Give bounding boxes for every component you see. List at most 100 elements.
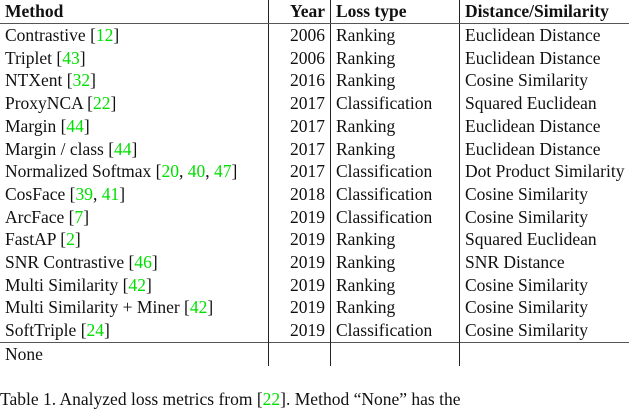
method-name: Contrastive — [5, 25, 86, 45]
table-row: SNR Contrastive [46] 2019 Ranking SNR Di… — [0, 251, 630, 274]
citation-link[interactable]: 42 — [189, 297, 208, 318]
method-cell: Contrastive [12] — [5, 25, 120, 45]
loss-type-cell: Classification — [330, 205, 460, 229]
year-cell: 2006 — [268, 46, 331, 70]
method-name: ArcFace — [5, 206, 65, 227]
year-cell — [268, 341, 331, 366]
method-cell: FastAP [2] — [5, 229, 81, 250]
year-cell: 2019 — [268, 273, 331, 297]
loss-type-cell: Ranking — [330, 69, 460, 93]
distance-cell: Cosine Similarity — [459, 319, 630, 343]
year-cell: 2019 — [268, 205, 331, 229]
citation-link[interactable]: 42 — [128, 274, 146, 295]
method-cell: ProxyNCA [22] — [5, 93, 117, 114]
method-name: Margin / class — [5, 138, 104, 159]
table-row: SoftTriple [24] 2019 Classification Cosi… — [0, 319, 630, 343]
loss-type-cell — [330, 341, 460, 366]
method-cell: Normalized Softmax [20, 40, 47] — [5, 161, 238, 182]
citation-link[interactable]: 7 — [74, 206, 84, 227]
method-cell: Margin [44] — [5, 115, 90, 136]
caption-text: Table 1. Analyzed loss metrics from [ — [0, 389, 263, 409]
method-name: Multi Similarity + Miner — [5, 297, 180, 318]
distance-cell: Cosine Similarity — [459, 273, 630, 297]
loss-type-cell: Ranking — [330, 114, 460, 138]
citation-link[interactable]: 47 — [213, 161, 232, 182]
year-cell: 2018 — [268, 182, 331, 206]
citation-link[interactable]: 22 — [262, 389, 281, 409]
year-cell: 2019 — [268, 251, 331, 274]
table-row: ArcFace [7] 2019 Classification Cosine S… — [0, 205, 630, 229]
loss-type-cell: Classification — [330, 160, 460, 183]
citation-link[interactable]: 44 — [114, 138, 132, 159]
citation-link[interactable]: 40 — [187, 161, 206, 182]
method-name: Multi Similarity — [5, 274, 119, 295]
loss-type-cell: Ranking — [330, 23, 460, 47]
method-name: Margin — [5, 115, 57, 136]
loss-type-cell: Ranking — [330, 137, 460, 161]
citation-link[interactable]: 43 — [62, 47, 80, 68]
table-row-none: None — [0, 341, 630, 366]
header-loss-type: Loss type — [330, 0, 460, 24]
loss-type-cell: Ranking — [330, 251, 460, 274]
method-name: Normalized Softmax — [5, 161, 152, 182]
loss-type-cell: Ranking — [330, 296, 460, 320]
method-cell: SoftTriple [24] — [5, 320, 110, 341]
distance-cell: Cosine Similarity — [459, 205, 630, 229]
table-row: Margin [44] 2017 Ranking Euclidean Dista… — [0, 114, 630, 138]
distance-cell: Squared Euclidean — [459, 92, 630, 115]
year-cell: 2017 — [268, 160, 331, 183]
table-row: Triplet [43] 2006 Ranking Euclidean Dist… — [0, 46, 630, 70]
citation-link[interactable]: 39 — [75, 183, 93, 204]
citation-link[interactable]: 32 — [72, 70, 91, 91]
citation-link[interactable]: 12 — [95, 25, 114, 45]
citation-link[interactable]: 46 — [134, 252, 152, 273]
header-method: Method — [0, 0, 269, 24]
method-name: SNR Contrastive — [5, 252, 125, 273]
method-name: ProxyNCA — [5, 93, 83, 114]
distance-cell: Euclidean Distance — [459, 46, 630, 70]
distance-cell: Cosine Similarity — [459, 69, 630, 93]
table-row: FastAP [2] 2019 Ranking Squared Euclidea… — [0, 228, 630, 252]
method-cell: ArcFace [7] — [5, 206, 90, 227]
citation-link[interactable]: 44 — [66, 115, 84, 136]
method-name: Triplet — [5, 47, 53, 68]
method-cell: Triplet [43] — [5, 47, 86, 68]
year-cell: 2019 — [268, 228, 331, 252]
method-cell: Margin / class [44] — [5, 138, 138, 159]
year-cell: 2017 — [268, 137, 331, 161]
caption-text-end: ]. Method “None” has the — [280, 389, 461, 409]
citation-link[interactable]: 20 — [161, 161, 179, 182]
table-row: Contrastive [12] 2006 Ranking Euclidean … — [0, 23, 630, 47]
distance-cell: SNR Distance — [459, 251, 630, 274]
table-row: CosFace [39, 41] 2018 Classification Cos… — [0, 182, 630, 206]
loss-type-cell: Ranking — [330, 46, 460, 70]
method-cell: SNR Contrastive [46] — [5, 252, 158, 273]
citation-link[interactable]: 22 — [93, 93, 111, 114]
header-year: Year — [268, 0, 331, 24]
table-row: Margin / class [44] 2017 Ranking Euclide… — [0, 137, 630, 161]
table-row: NTXent [32] 2016 Ranking Cosine Similari… — [0, 69, 630, 93]
method-cell: CosFace [39, 41] — [5, 183, 126, 204]
loss-type-cell: Ranking — [330, 228, 460, 252]
distance-cell: Euclidean Distance — [459, 137, 630, 161]
year-cell: 2017 — [268, 92, 331, 115]
year-cell: 2019 — [268, 296, 331, 320]
header-row: Method Year Loss type Distance/Similarit… — [0, 0, 630, 24]
citation-link[interactable]: 24 — [86, 320, 105, 341]
loss-type-cell: Classification — [330, 319, 460, 343]
citation-link[interactable]: 2 — [66, 229, 75, 250]
distance-cell: Euclidean Distance — [459, 114, 630, 138]
citation-link[interactable]: 41 — [101, 183, 120, 204]
distance-cell: Euclidean Distance — [459, 23, 630, 47]
method-name: SoftTriple — [5, 320, 77, 341]
year-cell: 2019 — [268, 319, 331, 343]
year-cell: 2016 — [268, 69, 331, 93]
method-cell: None — [0, 341, 269, 366]
method-cell: Multi Similarity [42] — [5, 274, 152, 295]
header-distance: Distance/Similarity — [459, 0, 630, 24]
distance-cell: Cosine Similarity — [459, 182, 630, 206]
method-name: FastAP — [5, 229, 56, 250]
method-cell: NTXent [32] — [5, 70, 96, 91]
table-row: Normalized Softmax [20, 40, 47] 2017 Cla… — [0, 160, 630, 183]
method-name: CosFace — [5, 183, 66, 204]
